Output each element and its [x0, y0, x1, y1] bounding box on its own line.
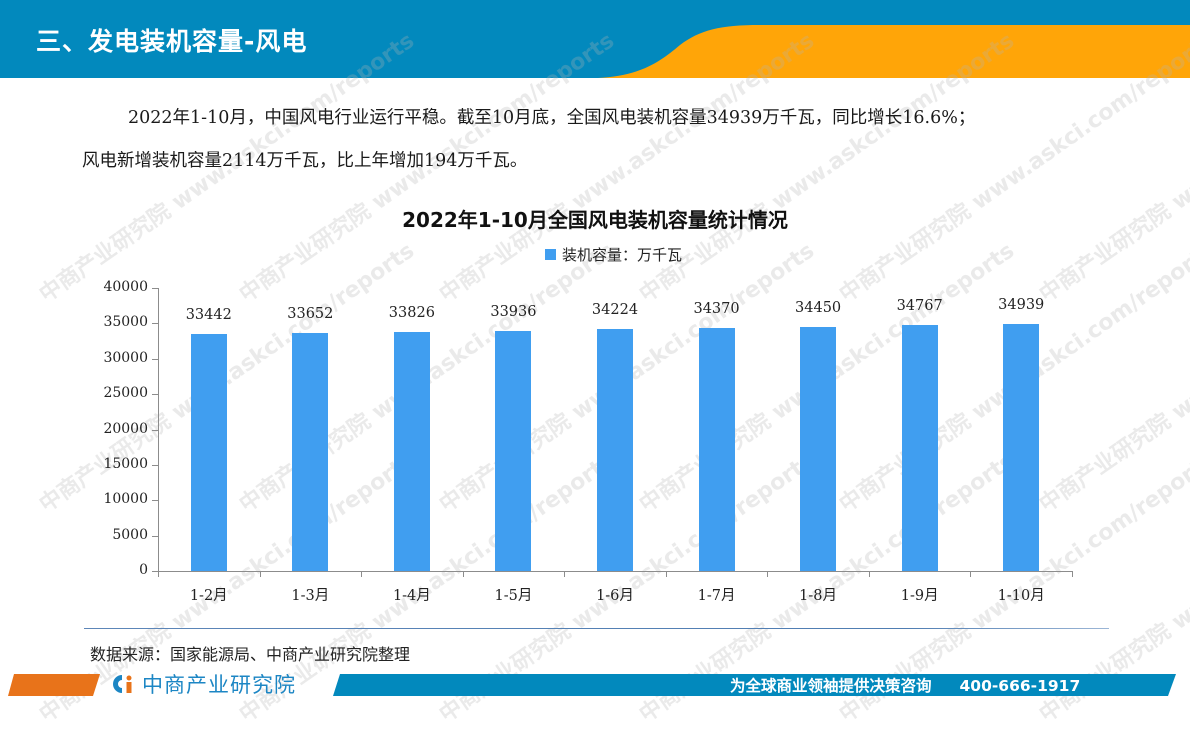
y-tick [152, 358, 158, 360]
y-tick-label: 40000 [103, 279, 148, 295]
company-logo: 中商产业研究院 [110, 672, 296, 697]
summary-paragraph-1: 2022年1-10月，中国风电行业运行平稳。截至10月底，全国风电装机容量349… [128, 108, 976, 128]
x-tick [970, 571, 972, 577]
x-category-label: 1-4月 [392, 588, 431, 604]
x-tick [868, 571, 870, 577]
x-category-label: 1-3月 [291, 588, 330, 604]
chart-title: 2022年1-10月全国风电装机容量统计情况 [402, 208, 788, 232]
bar [292, 332, 329, 571]
summary-paragraph-2: 风电新增装机容量2114万千瓦，比上年增加194万千瓦。 [82, 151, 528, 171]
bar [1003, 323, 1040, 571]
bar-value-label: 34939 [998, 296, 1045, 313]
y-tick [152, 571, 158, 572]
page-title: 三、发电装机容量-风电 [36, 27, 308, 56]
bar-value-label: 34370 [693, 300, 740, 317]
separator-line [84, 628, 1109, 629]
footer-decoration [8, 674, 1176, 696]
y-tick [152, 323, 158, 325]
phone-number: 400-666-1917 [959, 677, 1081, 695]
footer-band [0, 672, 1190, 696]
x-category-label: 1-8月 [799, 588, 838, 604]
header-wave-decoration [598, 25, 1190, 78]
y-tick [152, 288, 158, 289]
data-source-note: 数据来源：国家能源局、中商产业研究院整理 [90, 645, 411, 664]
header-band: 三、发电装机容量-风电 [0, 0, 1190, 78]
x-tick [361, 571, 363, 577]
x-axis [158, 571, 1073, 572]
x-tick [564, 571, 566, 577]
bar-value-label: 33652 [287, 305, 334, 322]
y-tick [152, 464, 158, 466]
y-tick [152, 500, 158, 502]
x-category-label: 1-5月 [494, 588, 533, 604]
logo-icon [113, 675, 132, 693]
x-category-label: 1-2月 [189, 588, 228, 604]
x-category-label: 1-7月 [697, 588, 736, 604]
y-tick-label: 5000 [112, 526, 148, 543]
y-tick-label: 10000 [103, 491, 148, 508]
bar [597, 328, 633, 571]
x-tick [158, 571, 159, 577]
x-tick [665, 571, 667, 577]
y-tick-label: 35000 [103, 314, 148, 331]
y-tick-label: 0 [139, 562, 148, 578]
y-tick-label: 25000 [103, 385, 148, 402]
bar [393, 331, 430, 571]
legend-swatch [545, 249, 556, 260]
bar [800, 327, 837, 571]
bar [190, 334, 227, 571]
footer-slogan: 为全球商业领袖提供决策咨询 400-666-1917 [730, 674, 1080, 696]
y-axis [158, 288, 159, 572]
bar-chart: 40000 35000 30000 25000 20000 15000 10000 5000 0… [103, 279, 1073, 604]
x-tick [462, 571, 464, 577]
x-tick [1072, 571, 1073, 577]
y-tick-label: 20000 [103, 420, 148, 437]
y-tick [152, 394, 158, 396]
bar [495, 330, 532, 571]
bar-value-label: 33826 [388, 304, 435, 321]
x-tick [767, 571, 769, 577]
x-category-label: 1-10月 [997, 588, 1045, 604]
x-category-label: 1-6月 [596, 588, 634, 604]
bar [698, 327, 735, 571]
legend-label: 装机容量：万千瓦 [562, 246, 683, 264]
slogan-text: 为全球商业领袖提供决策咨询 [730, 677, 932, 695]
x-tick [259, 571, 261, 577]
bar-value-label: 34224 [591, 301, 639, 318]
y-tick-label: 30000 [103, 349, 148, 366]
logo-text: 中商产业研究院 [142, 673, 296, 697]
chart-legend: 装机容量：万千瓦 [545, 244, 682, 265]
y-tick [152, 429, 158, 431]
bar-value-label: 33936 [490, 303, 537, 320]
x-category-label: 1-9月 [900, 588, 939, 604]
bar-value-label: 34450 [795, 300, 842, 317]
bar [901, 325, 938, 571]
bar-value-label: 33442 [185, 307, 232, 324]
y-tick [152, 535, 158, 537]
bar-value-label: 34767 [896, 298, 943, 315]
y-tick-label: 15000 [103, 455, 148, 472]
